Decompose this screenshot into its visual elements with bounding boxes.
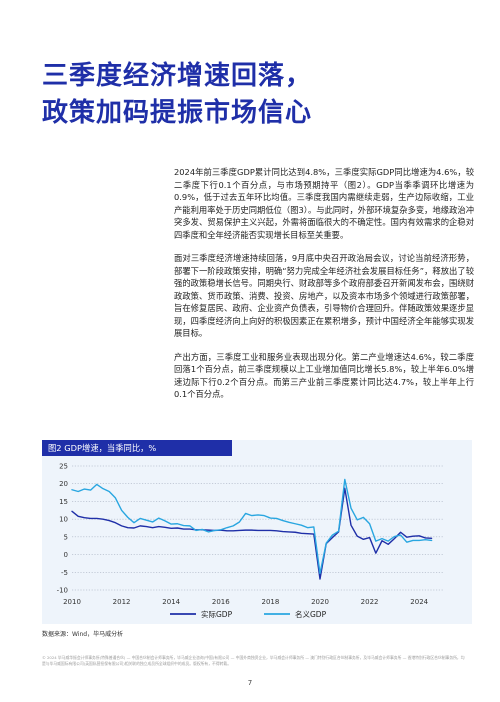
series-line-real-gdp [71, 487, 433, 580]
paragraph-output-sectors: 产出方面，三季度工业和服务业表现出现分化。第二产业增速达4.6%，较二季度回落1… [174, 351, 474, 400]
y-tick-label: 20 [59, 480, 68, 488]
x-tick-label: 2016 [212, 598, 230, 606]
y-tick-label: 25 [59, 463, 68, 471]
footer-disclaimer: © 2024 毕马威华振会计师事务所(特殊普通合伙) — 中国合伙制会计师事务所… [42, 655, 465, 666]
gdp-line-chart: -10 -5 0 5 10 15 20 25 2010 2012 2014 2016 2018 2020… [57, 463, 444, 619]
x-tick-label: 2024 [410, 598, 428, 606]
x-tick-label: 2022 [361, 598, 379, 606]
y-tick-label: 5 [64, 533, 68, 541]
paragraph-policy-response: 面对三季度经济增速持续回落，9月底中央召开政治局会议，讨论当前经济形势，部署下一… [174, 253, 474, 338]
paragraph-gdp-overview: 2024年前三季度GDP累计同比达到4.8%，三季度实际GDP同比增速为4.6%… [174, 167, 474, 240]
title-line-1: 三季度经济增速回落， [42, 61, 313, 91]
x-tick-label: 2014 [162, 598, 180, 606]
x-tick-label: 2020 [311, 598, 329, 606]
y-tick-label: -10 [57, 587, 68, 595]
chart-series [71, 478, 433, 580]
x-tick-label: 2012 [113, 598, 131, 606]
legend-label-real-gdp: 实际GDP [201, 609, 233, 619]
y-axis-ticks: -10 -5 0 5 10 15 20 25 [57, 463, 68, 595]
y-tick-label: 0 [64, 551, 68, 559]
page-number: 7 [247, 679, 253, 687]
x-tick-label: 2018 [261, 598, 279, 606]
series-line-nominal-gdp [71, 478, 433, 575]
title-line-2: 政策加码提振市场信心 [42, 98, 313, 128]
chart-grid [72, 465, 444, 591]
x-tick-label: 2010 [63, 598, 81, 606]
figure-header: 图2 GDP增速，当季同比，% [42, 440, 232, 456]
figure-title: 图2 GDP增速，当季同比，% [48, 443, 157, 453]
y-tick-label: 15 [59, 498, 68, 506]
chart-legend: 实际GDP 名义GDP [170, 609, 327, 619]
y-tick-label: 10 [59, 516, 68, 524]
legend-label-nominal-gdp: 名义GDP [295, 609, 327, 619]
body-text: 2024年前三季度GDP累计同比达到4.8%，三季度实际GDP同比增速为4.6%… [174, 166, 474, 412]
y-tick-label: -5 [61, 569, 68, 577]
figure-gdp-growth: 图2 GDP增速，当季同比，% -10 -5 0 5 10 15 20 25 2010 2012… [42, 440, 472, 624]
figure-source: 数据来源：Wind，毕马威分析 [42, 631, 124, 638]
page-title: 三季度经济增速回落， 政策加码提振市场信心 [42, 58, 312, 132]
x-axis-ticks: 2010 2012 2014 2016 2018 2020 2022 2024 [63, 598, 429, 606]
